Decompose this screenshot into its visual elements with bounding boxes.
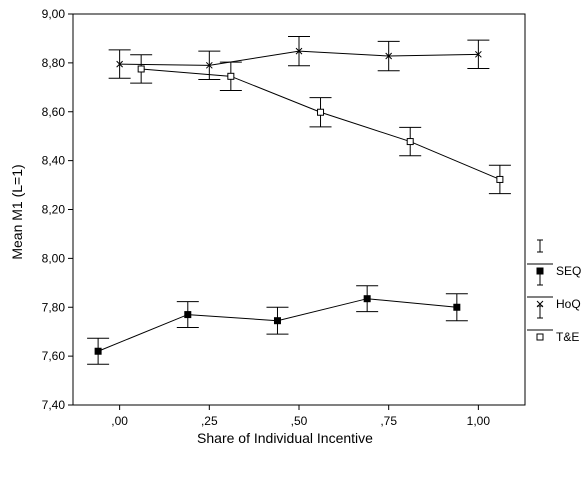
marker-stroke bbox=[385, 52, 393, 60]
series-seq bbox=[87, 285, 468, 365]
x-tick-label: 1,00 bbox=[467, 414, 491, 428]
y-tick-label: 9,00 bbox=[42, 7, 66, 21]
data-point-hoq bbox=[295, 47, 303, 55]
x-axis: ,00 ,25 ,50 ,75 1,00 bbox=[111, 405, 490, 428]
data-point-t-e bbox=[227, 72, 235, 80]
y-tick-label: 8,80 bbox=[42, 56, 66, 70]
legend-label: SEQ bbox=[556, 264, 581, 278]
legend: SEQ HoQ T&E bbox=[527, 239, 581, 344]
y-tick-label: 8,40 bbox=[42, 154, 66, 168]
series-t-e bbox=[130, 54, 511, 195]
data-point-hoq bbox=[475, 50, 482, 58]
data-point-t-e bbox=[137, 65, 145, 73]
y-tick-label: 7,40 bbox=[42, 398, 66, 412]
y-tick-label: 7,80 bbox=[42, 300, 66, 314]
data-point-t-e bbox=[496, 175, 504, 183]
data-point-seq bbox=[94, 347, 102, 355]
data-point-seq bbox=[453, 303, 461, 311]
series-hoq bbox=[108, 35, 490, 80]
data-point-t-e bbox=[317, 108, 325, 116]
y-axis: 7,40 7,60 7,80 8,00 8,20 8,40 8,60 8,80 9,00 bbox=[42, 7, 73, 412]
legend-item-t-e: T&E bbox=[527, 305, 579, 344]
marker-stroke bbox=[205, 61, 213, 69]
y-tick-label: 8,60 bbox=[42, 105, 66, 119]
y-axis-title: Mean M1 (L=1) bbox=[9, 164, 25, 259]
x-tick-label: ,75 bbox=[380, 414, 397, 428]
data-point-seq bbox=[184, 311, 192, 319]
marker-stroke bbox=[116, 60, 123, 68]
legend-item-hoq: HoQ bbox=[527, 272, 581, 311]
legend-label: HoQ bbox=[556, 297, 581, 311]
marker-stroke bbox=[475, 50, 482, 58]
data-point-hoq bbox=[385, 52, 393, 60]
legend-marker bbox=[536, 333, 544, 341]
data-point-hoq bbox=[205, 61, 213, 69]
x-tick-label: ,00 bbox=[111, 414, 128, 428]
legend-item-seq: SEQ bbox=[527, 239, 581, 278]
data-point-t-e bbox=[406, 138, 414, 146]
x-tick-label: ,25 bbox=[201, 414, 218, 428]
y-tick-label: 7,60 bbox=[42, 349, 66, 363]
x-axis-title: Share of Individual Incentive bbox=[197, 430, 373, 446]
data-point-hoq bbox=[116, 60, 123, 68]
series-layer bbox=[87, 35, 511, 365]
x-tick-label: ,50 bbox=[291, 414, 308, 428]
marker-stroke bbox=[295, 47, 303, 55]
y-tick-label: 8,00 bbox=[42, 251, 66, 265]
y-tick-label: 8,20 bbox=[42, 203, 66, 217]
data-point-seq bbox=[273, 317, 281, 325]
data-point-seq bbox=[363, 295, 371, 303]
legend-label: T&E bbox=[556, 330, 579, 344]
